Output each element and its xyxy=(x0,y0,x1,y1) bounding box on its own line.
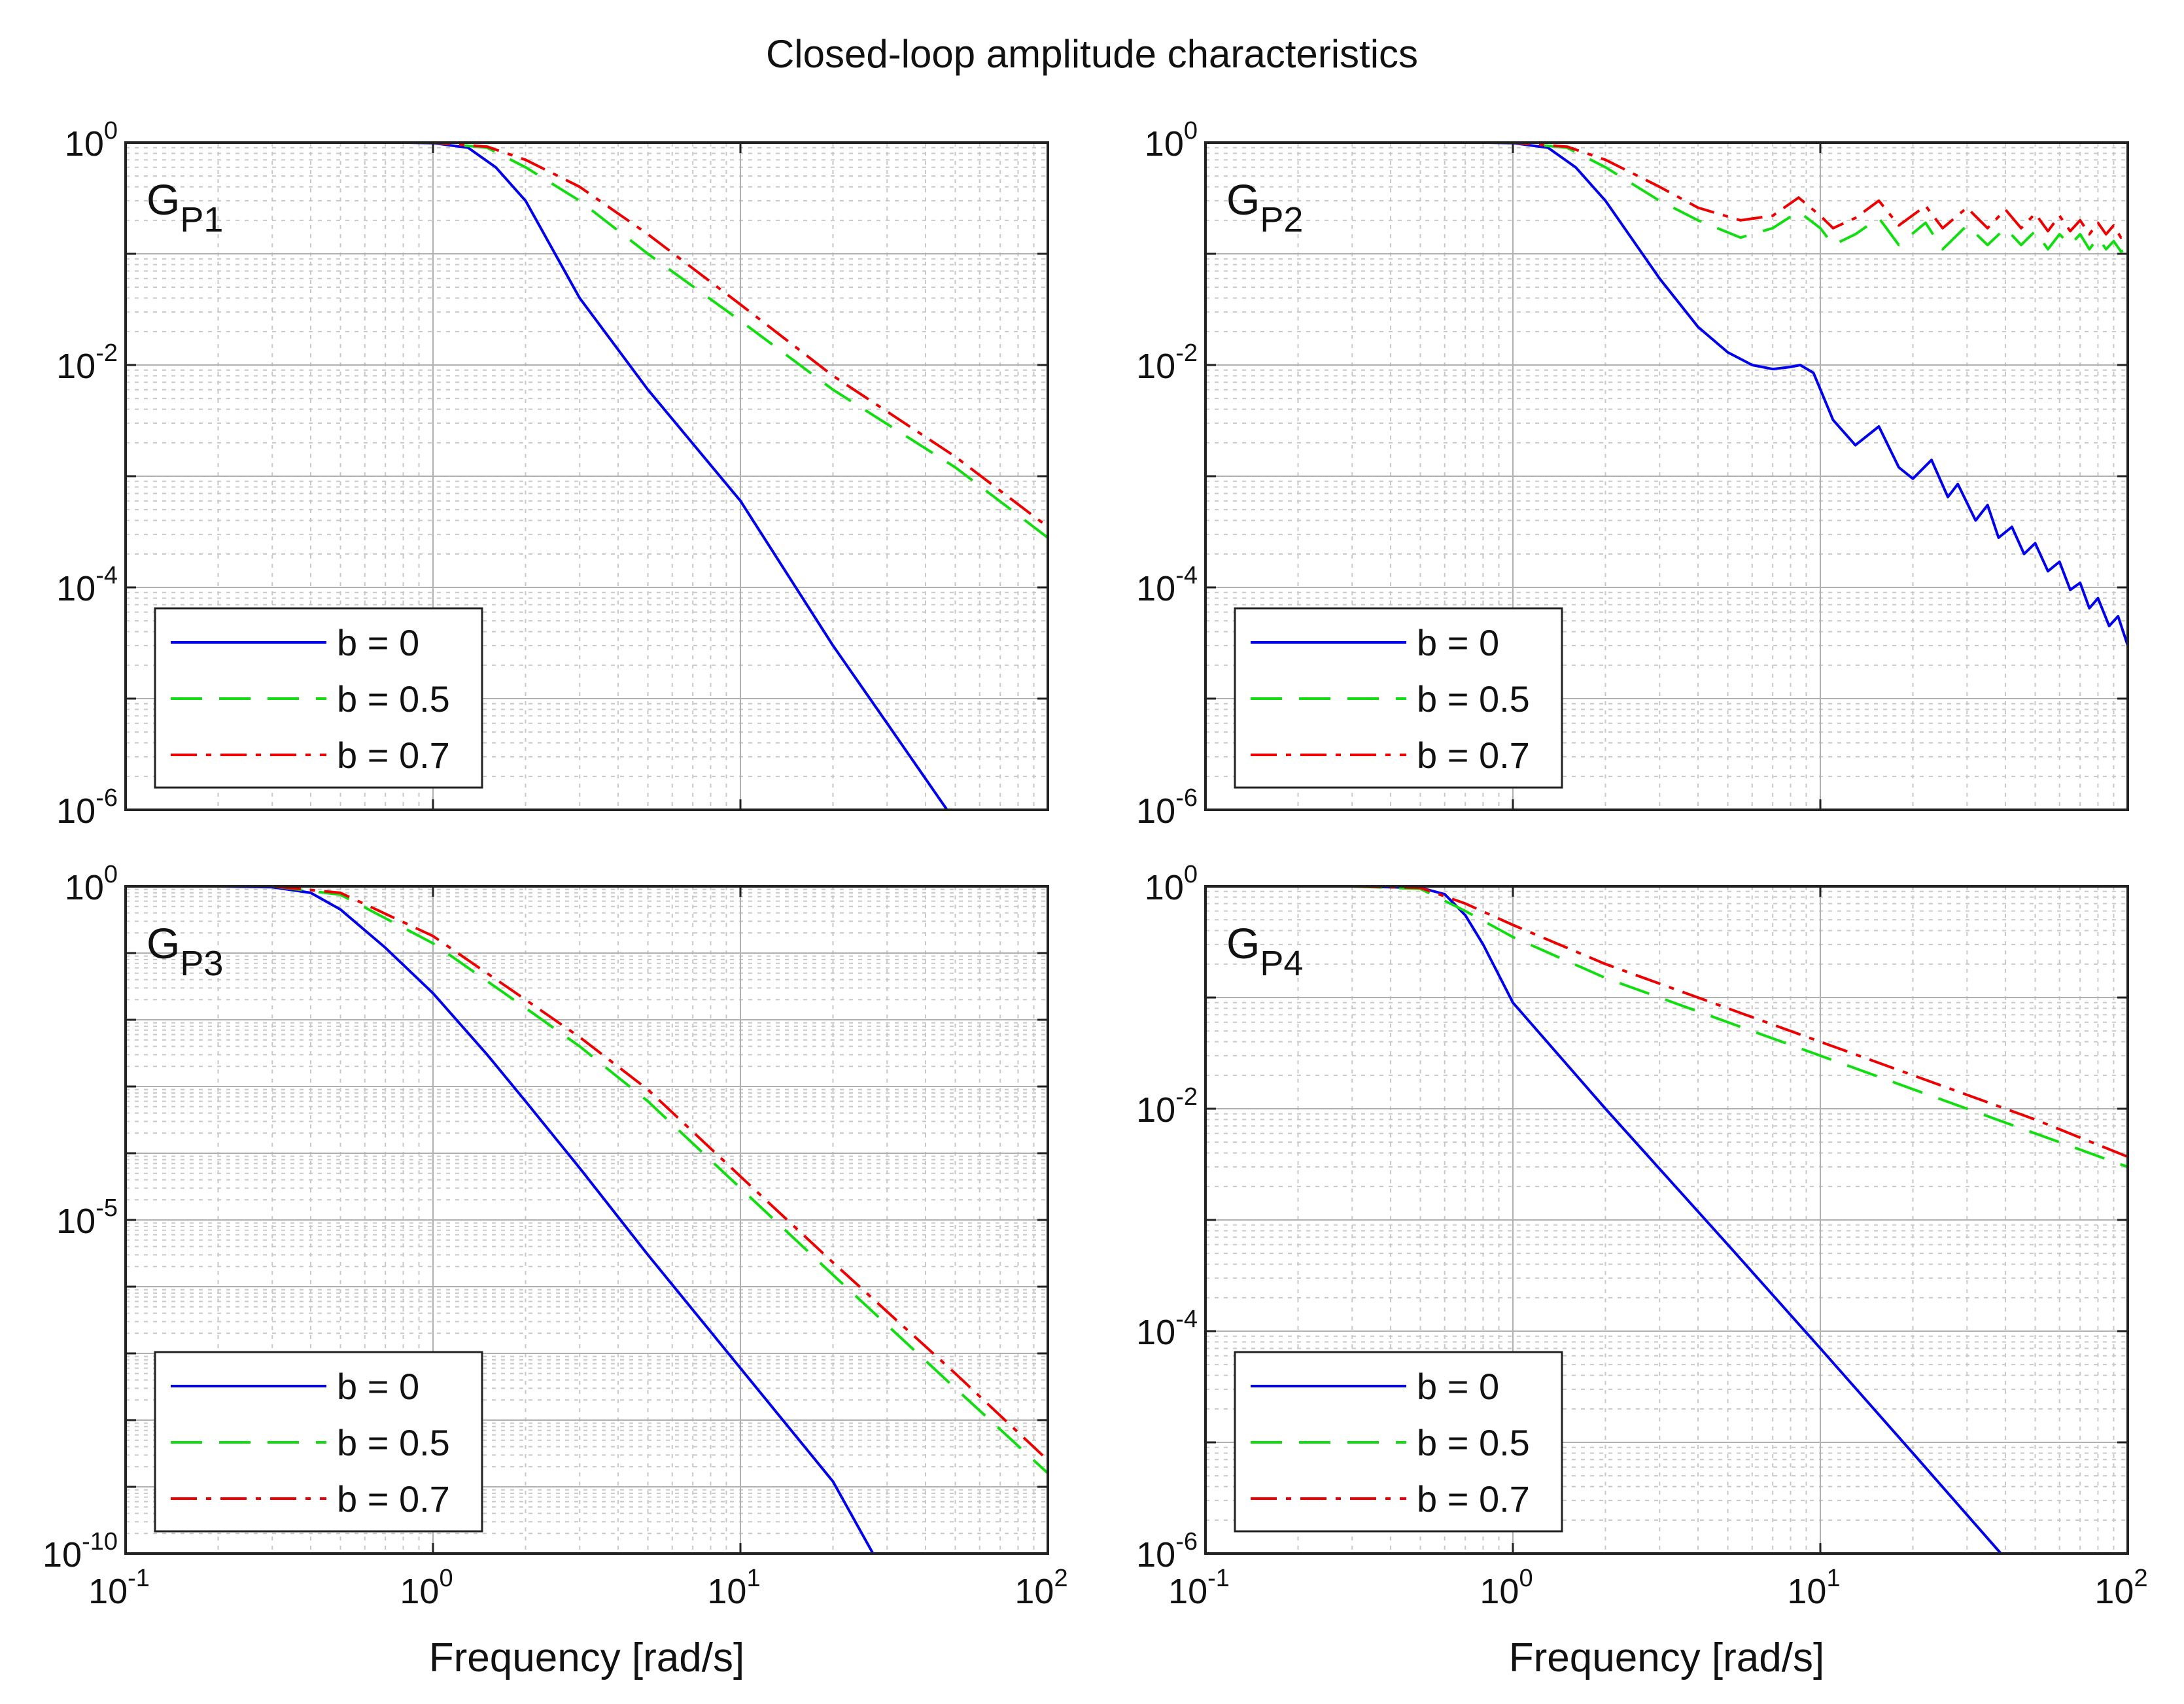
legend-label: b = 0.7 xyxy=(1417,735,1530,776)
legend-label: b = 0 xyxy=(1417,1366,1499,1407)
x-tick-label: 102 xyxy=(1014,1565,1067,1611)
x-tick-label: 10-1 xyxy=(88,1565,150,1611)
series-line-b-0-5 xyxy=(1205,143,2128,253)
legend-label: b = 0.5 xyxy=(337,1422,450,1463)
chart-panel-bottom-right: 100 10-2 10-4 10-610-1 100 101 102 Frequency [r… xyxy=(1136,861,2147,1680)
x-tick-label: 101 xyxy=(1787,1565,1840,1611)
legend-label: b = 0.7 xyxy=(1417,1478,1530,1520)
y-tick-label: 10-2 xyxy=(1136,1083,1198,1130)
panel-label: GP2 xyxy=(1226,175,1303,239)
y-tick-label: 100 xyxy=(1145,117,1198,164)
x-tick-label: 102 xyxy=(2094,1565,2147,1611)
series-line-b-0 xyxy=(1205,143,2128,646)
series-line-b-0 xyxy=(126,143,948,810)
chart-panel-top-left: 100 10-2 10-4 10-6 GP1 b = 0 b = 0.5 b = 0.7 xyxy=(56,117,1049,831)
y-tick-label: 10-10 xyxy=(43,1528,118,1574)
x-tick-label: 10-1 xyxy=(1168,1565,1230,1611)
y-tick-label: 10-4 xyxy=(1136,562,1198,608)
series-group xyxy=(126,143,1048,810)
grid xyxy=(125,886,1049,1554)
series-line-b-0-5 xyxy=(126,886,1048,1474)
x-axis-label: Frequency [rad/s] xyxy=(429,1635,744,1680)
y-tick-label: 10-5 xyxy=(56,1194,118,1241)
y-tick-label: 10-6 xyxy=(1136,784,1198,831)
y-tick-label: 10-6 xyxy=(56,784,118,831)
legend: b = 0 b = 0.5 b = 0.7 xyxy=(154,1351,483,1533)
legend-label: b = 0.5 xyxy=(1417,678,1530,720)
series-line-b-0-5 xyxy=(1205,886,2128,1168)
panel-label: GP3 xyxy=(147,919,223,983)
chart-panel-top-right: 100 10-2 10-4 10-6 GP2 b = 0 b = 0.5 b = 0.7 xyxy=(1136,117,2129,831)
legend: b = 0 b = 0.5 b = 0.7 xyxy=(1234,1351,1563,1533)
y-tick-label: 10-2 xyxy=(1136,339,1198,386)
legend-label: b = 0.7 xyxy=(337,735,450,776)
y-tick-label: 10-4 xyxy=(1136,1306,1198,1352)
legend-label: b = 0.5 xyxy=(1417,1422,1530,1463)
legend-label: b = 0 xyxy=(337,1366,419,1407)
series-line-b-0-5 xyxy=(126,143,1048,539)
series-group xyxy=(126,886,1048,1554)
x-tick-label: 101 xyxy=(707,1565,760,1611)
y-tick-label: 10-6 xyxy=(1136,1528,1198,1574)
x-tick-label: 100 xyxy=(400,1565,453,1611)
legend-label: b = 0 xyxy=(1417,622,1499,663)
legend: b = 0 b = 0.5 b = 0.7 xyxy=(154,607,483,789)
series-line-b-0-7 xyxy=(1205,886,2128,1158)
y-tick-label: 10-4 xyxy=(56,562,118,608)
x-axis-label: Frequency [rad/s] xyxy=(1509,1635,1824,1680)
series-line-b-0-7 xyxy=(1205,143,2128,239)
panel-label: GP1 xyxy=(147,175,223,239)
x-tick-label: 100 xyxy=(1480,1565,1533,1611)
series-line-b-0-7 xyxy=(126,143,1048,529)
series-group xyxy=(1205,143,2128,646)
y-tick-label: 100 xyxy=(1145,861,1198,907)
y-tick-label: 100 xyxy=(65,861,118,907)
y-tick-label: 10-2 xyxy=(56,339,118,386)
figure-title: Closed-loop amplitude characteristics xyxy=(765,32,1419,76)
legend-label: b = 0.5 xyxy=(337,678,450,720)
panel-label: GP4 xyxy=(1226,919,1303,983)
legend-label: b = 0 xyxy=(337,622,419,663)
legend-label: b = 0.7 xyxy=(337,1478,450,1520)
legend: b = 0 b = 0.5 b = 0.7 xyxy=(1234,607,1563,789)
y-tick-label: 100 xyxy=(65,117,118,164)
